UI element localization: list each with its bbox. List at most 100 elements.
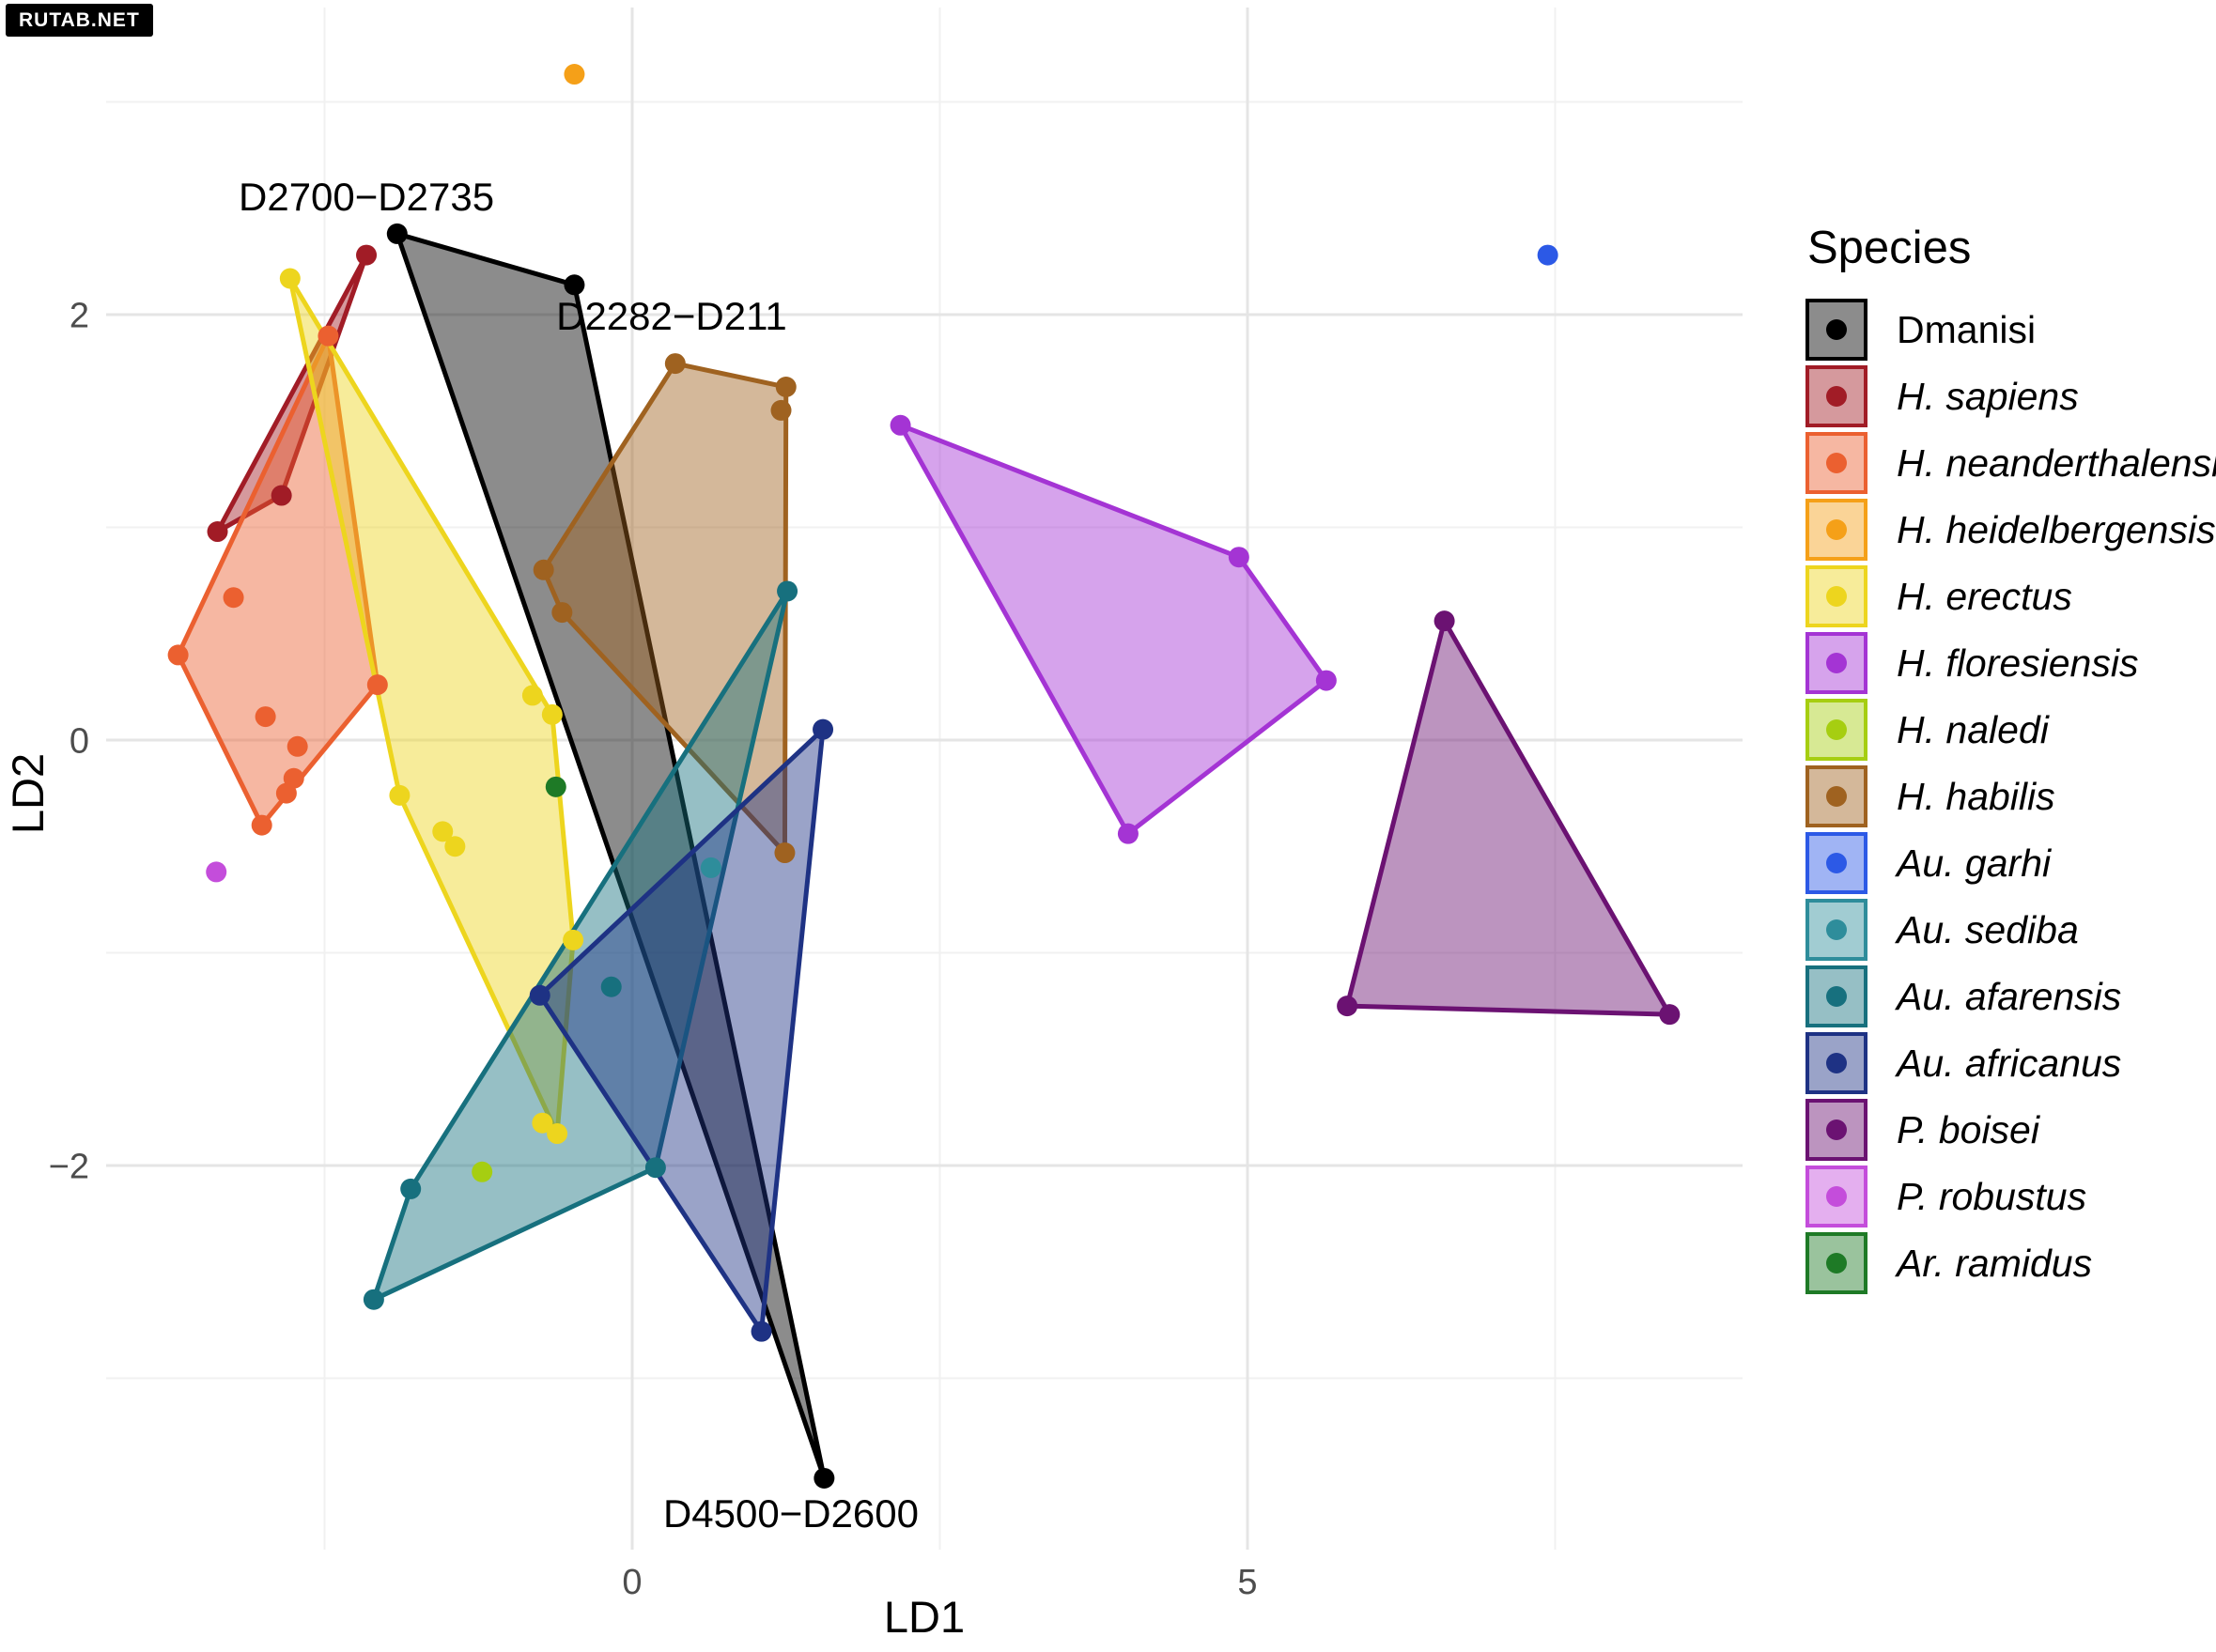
legend-item-label: Au. garhi: [1897, 841, 2052, 885]
legend-key-dot: [1826, 453, 1847, 473]
data-point: [255, 706, 276, 728]
legend-key-dot: [1826, 519, 1847, 540]
data-point: [279, 268, 301, 289]
legend-item: P. robustus: [1805, 1166, 2216, 1227]
data-point: [1117, 823, 1139, 844]
data-point: [700, 857, 721, 878]
major-gridlines: [106, 8, 1743, 1550]
data-point: [890, 414, 911, 436]
legend-items: Dmanisi H. sapiens H. neanderthalensis H. h…: [1805, 299, 2216, 1299]
data-point: [1315, 670, 1337, 691]
convex-hull: [1344, 618, 1672, 1017]
legend-item-label: P. robustus: [1897, 1174, 2087, 1218]
legend-item: Au. africanus: [1805, 1032, 2216, 1094]
legend-key-dot: [1826, 719, 1847, 740]
legend-key-swatch: [1805, 1166, 1867, 1227]
legend-key-swatch: [1805, 299, 1867, 361]
data-point: [644, 1157, 666, 1179]
watermark-text: RUTAB.NET: [19, 9, 140, 31]
legend-item-label: P. boisei: [1897, 1107, 2039, 1151]
axis-tick-labels: 0 5 2 0 −2: [49, 296, 1258, 1602]
legend-item: H. erectus: [1805, 565, 2216, 627]
data-point: [444, 836, 466, 857]
data-point: [223, 587, 244, 609]
y-axis-title: LD2: [3, 753, 53, 834]
legend-item-label: H. neanderthalensis: [1897, 440, 2216, 485]
legend-item: P. boisei: [1805, 1099, 2216, 1161]
data-point: [774, 842, 796, 864]
legend-key-swatch: [1805, 1232, 1867, 1294]
data-point: [167, 644, 189, 666]
data-point: [251, 814, 272, 836]
legend-key-dot: [1826, 586, 1847, 607]
data-point: [751, 1320, 772, 1342]
legend-item: H. floresiensis: [1805, 632, 2216, 694]
legend-item: Au. garhi: [1805, 832, 2216, 894]
data-point: [563, 929, 584, 950]
legend-key-dot: [1826, 986, 1847, 1007]
data-point: [1659, 1004, 1681, 1026]
data-point: [363, 1289, 384, 1310]
x-tick-label: 0: [622, 1563, 642, 1602]
legend-key-swatch: [1805, 765, 1867, 827]
legend-item-label: H. sapiens: [1897, 374, 2079, 418]
legend-item-label: H. naledi: [1897, 707, 2049, 751]
legend-item: H. neanderthalensis: [1805, 432, 2216, 494]
data-point: [813, 718, 834, 740]
watermark-badge: RUTAB.NET: [6, 4, 153, 37]
legend-item: Ar. ramidus: [1805, 1232, 2216, 1294]
data-point: [275, 782, 297, 804]
legend-key-swatch: [1805, 699, 1867, 761]
legend-key-swatch: [1805, 432, 1867, 494]
x-tick-label: 5: [1237, 1563, 1257, 1602]
legend-item: Au. sediba: [1805, 899, 2216, 961]
legend-item-label: H. heidelbergensis: [1897, 507, 2216, 551]
legend-item: H. naledi: [1805, 699, 2216, 761]
data-point: [529, 984, 550, 1006]
legend-item-label: Ar. ramidus: [1897, 1241, 2093, 1285]
legend-key-dot: [1826, 386, 1847, 407]
legend-key-swatch: [1805, 1099, 1867, 1161]
data-point: [547, 1123, 568, 1145]
convex-hull: [541, 361, 789, 856]
legend-key-dot: [1826, 319, 1847, 340]
data-point: [600, 976, 622, 997]
annotations: D2700−D2735 D2282−D211 D4500−D2600: [239, 175, 919, 1536]
data-point: [541, 703, 563, 725]
data-point: [206, 861, 227, 883]
legend-key-swatch: [1805, 499, 1867, 561]
data-point: [814, 1467, 835, 1489]
y-tick-label: −2: [49, 1147, 89, 1186]
data-point: [1537, 244, 1558, 266]
legend-key-swatch: [1805, 899, 1867, 961]
annotation-label: D2700−D2735: [239, 175, 494, 219]
data-point: [271, 485, 292, 506]
data-point: [770, 399, 792, 421]
data-point: [472, 1161, 493, 1182]
legend-key-dot: [1826, 853, 1847, 873]
data-points: [167, 64, 1681, 1489]
legend-key-swatch: [1805, 1032, 1867, 1094]
legend-key-swatch: [1805, 965, 1867, 1027]
legend-panel: Species Dmanisi H. sapiens H. neanderthale…: [1805, 222, 2216, 1299]
data-point: [775, 377, 797, 398]
y-tick-label: 0: [70, 721, 89, 761]
legend-item-label: H. habilis: [1897, 774, 2055, 818]
legend-item-label: H. floresiensis: [1897, 641, 2139, 685]
legend-key-dot: [1826, 1119, 1847, 1140]
minor-gridlines: [106, 8, 1743, 1550]
data-point: [366, 674, 388, 696]
data-point: [400, 1178, 422, 1199]
legend-key-swatch: [1805, 565, 1867, 627]
legend-title: Species: [1807, 223, 1972, 273]
legend-item-label: Dmanisi: [1897, 307, 2037, 351]
data-point: [564, 274, 585, 296]
legend-item: Au. afarensis: [1805, 965, 2216, 1027]
y-tick-label: 2: [70, 296, 89, 335]
data-point: [777, 580, 798, 602]
data-point: [318, 325, 339, 347]
annotation-label: D2282−D211: [556, 294, 787, 338]
data-point: [1433, 610, 1455, 632]
legend-key-dot: [1826, 786, 1847, 807]
